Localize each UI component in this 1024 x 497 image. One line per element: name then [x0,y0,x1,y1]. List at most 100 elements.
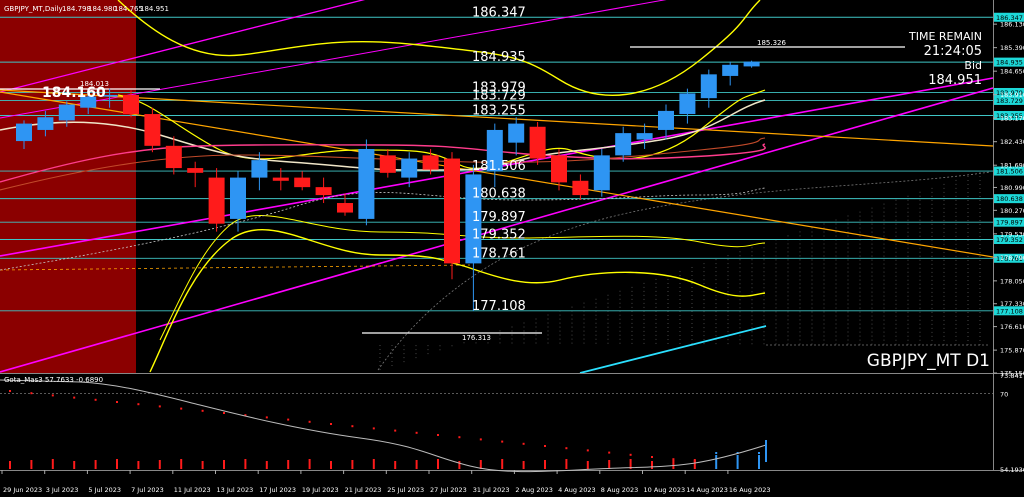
indicator-dot [565,447,568,450]
level-axis-label: 179.897 [996,219,1023,227]
indicator-tick-label: 70 [1000,390,1008,398]
small-price-label: 176.313 [462,334,491,342]
y-tick-label: 183.910 [1000,91,1024,99]
x-tick-label: 8 Aug 2023 [601,486,639,494]
indicator-dot [586,449,589,452]
y-tick-label: 181.690 [1000,162,1024,170]
indicator-dot [287,418,290,421]
candle [529,122,546,165]
level-axis-label: 183.729 [996,97,1023,105]
bid-label: Bid [964,59,982,72]
x-tick-label: 21 Jul 2023 [345,486,382,494]
indicator-dot [51,394,54,397]
ohlc-open: 184.798 [62,5,91,13]
level-axis-box [994,253,1024,263]
cloud-edge [377,171,991,371]
candle-body [37,117,54,130]
candle [379,149,396,178]
candle [722,61,739,86]
ohlc-low: 184.765 [114,5,143,13]
candle [465,164,482,312]
candle-body [187,168,204,173]
candle [208,168,225,232]
trend-dashed-line [0,264,471,271]
level-axis-label: 186.347 [996,14,1023,22]
indicator-line [0,379,767,473]
candle-body [529,126,546,159]
candle [294,171,311,191]
indicator-dot [501,440,504,443]
ohlc-high: 184.980 [88,5,117,13]
candle-body [58,104,75,121]
level-value-label: 179.897 [472,210,526,225]
level-axis-label: 183.979 [996,89,1023,97]
candle-body [294,177,311,188]
trend-line-upper [0,89,994,147]
indicator-dot [415,431,418,434]
candle [80,91,97,115]
indicator-dot [372,427,375,430]
candle-body [593,155,610,191]
y-tick-label: 180.990 [1000,184,1024,192]
candle-body [358,149,375,219]
level-axis-box [994,306,1024,316]
x-tick-label: 14 Aug 2023 [686,486,728,494]
candle-body [401,158,418,178]
candle-body [422,155,439,170]
candle [37,110,54,137]
indicator-dot [265,416,268,419]
candle [679,88,696,124]
time-remain-title: TIME REMAIN [908,30,982,43]
cyan-trend-line [579,325,767,374]
level-value-label: 184.935 [472,50,526,65]
y-tick-label: 184.650 [1000,68,1024,76]
candle [593,149,610,197]
indicator-dot [693,460,696,462]
trend-line-lower [0,91,994,258]
level-axis-label: 180.638 [996,195,1023,203]
x-tick-label: 16 Aug 2023 [729,486,771,494]
candle [422,149,439,175]
candle-body [16,123,32,142]
y-tick-label: 175.150 [1000,370,1024,378]
candle [187,161,204,188]
level-axis-label: 181.506 [996,168,1023,176]
candle [251,152,268,191]
indicator-dot [73,396,76,399]
x-tick-label: 5 Jul 2023 [88,486,121,494]
x-tick-label: 27 Jul 2023 [430,486,467,494]
x-tick-label: 31 Jul 2023 [473,486,510,494]
y-tick-label: 177.330 [1000,300,1024,308]
candle-body [444,158,460,264]
level-axis-box [994,166,1024,176]
x-tick-label: 11 Jul 2023 [174,486,211,494]
candle [700,69,717,108]
time-remain-countdown: 21:24:05 [924,44,982,59]
level-axis-label: 179.352 [996,236,1023,244]
indicator-dot [9,390,11,392]
level-axis-label: 184.935 [996,59,1023,67]
candle-body [208,177,225,224]
level-axis-box [994,12,1024,22]
x-tick-label: 2 Aug 2023 [515,486,553,494]
indicator-dot [201,409,204,412]
y-tick-label: 183.170 [1000,115,1024,123]
y-tick-label: 179.530 [1000,230,1024,238]
level-value-label: 181.506 [472,159,526,174]
ma-pink [0,143,766,183]
x-tick-label: 25 Jul 2023 [387,486,424,494]
indicator-dot [479,438,482,441]
candle [636,123,653,150]
candle-body [700,74,717,99]
candle-body [615,133,632,156]
candle [144,107,161,153]
level-axis-box [994,87,1024,97]
bollinger-upper [117,0,761,96]
candle-body [486,129,503,172]
y-tick-label: 178.050 [1000,277,1024,285]
candle-body [337,203,353,213]
candle-body [636,133,653,140]
small-price-label: 184.013 [80,80,109,88]
